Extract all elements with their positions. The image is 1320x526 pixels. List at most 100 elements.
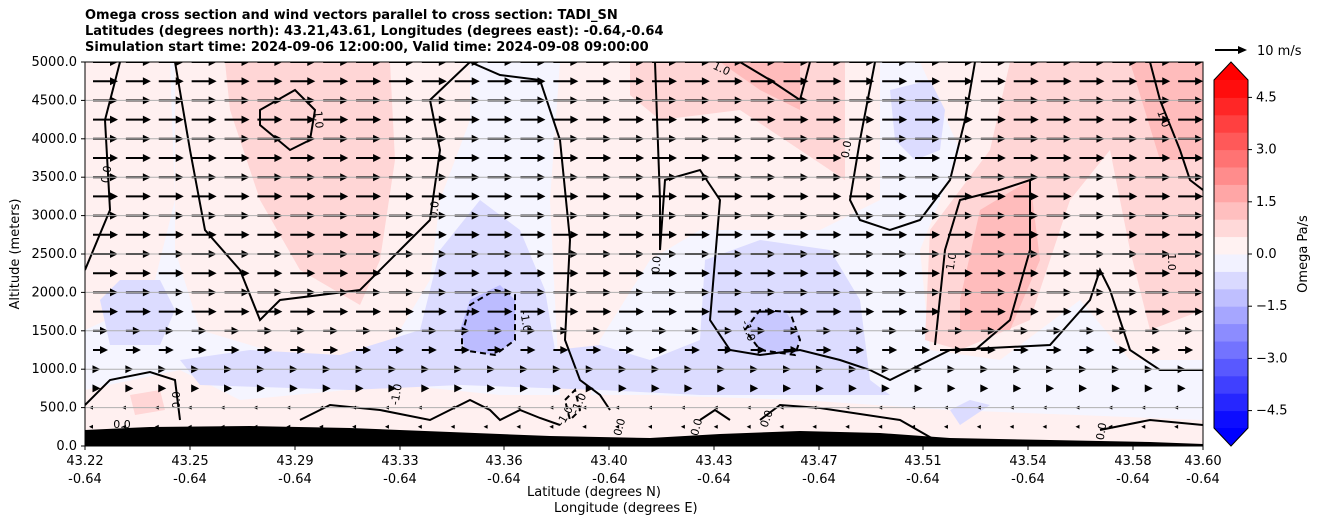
wind-vector — [849, 115, 875, 124]
wind-vector — [1144, 384, 1153, 393]
x-tick-label-lon: -0.64 — [1011, 472, 1045, 487]
wind-vector — [582, 424, 587, 429]
wind-vector — [224, 115, 250, 124]
wind-vector — [684, 307, 710, 316]
wind-vector — [947, 269, 973, 278]
wind-vector — [1112, 192, 1138, 201]
wind-vector — [1112, 77, 1138, 86]
wind-vector — [1013, 346, 1029, 354]
wind-vector — [93, 346, 108, 354]
wind-vector — [783, 115, 809, 124]
x-tick-label-lat: 43.29 — [276, 454, 313, 469]
wind-vector — [816, 346, 832, 354]
y-axis-label: Altitude (meters) — [8, 199, 23, 310]
wind-vector — [915, 346, 931, 354]
wind-vector — [384, 424, 389, 429]
x-tick-label-lat: 43.33 — [381, 454, 418, 469]
wind-vector — [947, 346, 963, 354]
wind-vector — [289, 384, 298, 393]
wind-vector — [619, 230, 645, 239]
wind-vector — [652, 346, 667, 354]
wind-vector — [191, 307, 217, 316]
wind-vector — [224, 269, 250, 278]
wind-vector — [717, 154, 743, 162]
wind-vector — [1013, 154, 1039, 162]
wind-vector — [290, 269, 316, 278]
wind-vector — [915, 62, 941, 66]
colorbar-segment — [1214, 288, 1248, 307]
wind-vector — [882, 269, 908, 278]
wind-vector — [812, 424, 817, 429]
wind-vector — [717, 230, 743, 239]
wind-vector — [158, 230, 184, 239]
wind-vector — [290, 192, 316, 201]
wind-vector — [1112, 154, 1138, 162]
wind-vector — [256, 384, 265, 393]
colorbar-tick-label: −4.5 — [1256, 404, 1288, 419]
wind-vector — [915, 307, 941, 316]
wind-vector — [191, 269, 217, 278]
wind-vector — [1013, 230, 1039, 239]
wind-vector — [849, 346, 865, 354]
wind-vector — [520, 115, 546, 124]
x-axis-label-latitude: Latitude (degrees N) — [527, 485, 661, 500]
wind-vector — [290, 230, 316, 239]
wind-vector — [454, 346, 470, 354]
wind-vector — [158, 154, 184, 162]
wind-vector — [158, 384, 167, 393]
wind-vector — [1046, 192, 1072, 201]
wind-vector — [388, 269, 414, 278]
wind-vector — [750, 77, 776, 86]
wind-vector — [356, 115, 382, 124]
wind-vector — [783, 307, 809, 316]
wind-vector — [783, 269, 809, 278]
wind-vector — [1178, 154, 1203, 162]
wind-vector — [388, 346, 404, 354]
wind-vector — [125, 346, 141, 354]
wind-vector — [586, 77, 612, 86]
colorbar: 4.5 3.0 1.5 0.0 −1.5 −3.0 −4.5 — [1213, 61, 1288, 447]
wind-vector — [323, 230, 349, 239]
wind-vector — [976, 424, 981, 429]
wind-vector — [648, 424, 652, 429]
wind-vector — [1042, 424, 1047, 429]
wind-vector — [684, 62, 710, 66]
wind-vector — [845, 424, 850, 429]
wind-vector — [713, 424, 718, 429]
wind-vector — [947, 192, 973, 201]
wind-vector — [454, 384, 463, 393]
wind-vector — [816, 230, 842, 239]
wind-vector — [487, 230, 513, 239]
wind-vector — [651, 384, 660, 393]
wind-vector — [323, 192, 349, 201]
wind-vector — [619, 154, 645, 162]
wind-vector — [652, 115, 677, 124]
wind-vector — [388, 384, 397, 393]
wind-vector — [323, 62, 349, 66]
wind-vector — [882, 192, 908, 201]
wind-vector — [125, 154, 151, 162]
wind-vector — [1112, 307, 1138, 316]
contour-label: 1.0 — [1165, 253, 1178, 271]
wind-vector — [1178, 77, 1203, 86]
wind-vector — [849, 269, 875, 278]
wind-vector — [911, 424, 916, 429]
wind-vector — [1145, 154, 1171, 162]
y-tick-label: 1000.0 — [32, 362, 78, 377]
colorbar-segment — [1214, 358, 1248, 377]
wind-vector — [356, 154, 382, 162]
wind-vector — [125, 230, 151, 239]
wind-vector — [125, 115, 151, 124]
wind-vector — [125, 269, 151, 278]
wind-vector — [750, 115, 776, 124]
wind-vector — [520, 77, 546, 86]
contour-label: 0.0 — [113, 418, 131, 431]
wind-vector — [1046, 307, 1072, 316]
wind-vector — [191, 62, 217, 66]
wind-vector — [257, 77, 283, 86]
wind-vector — [980, 346, 996, 354]
wind-vector — [943, 424, 948, 429]
wind-vector — [915, 115, 941, 124]
contour-label: 0.0 — [839, 140, 855, 159]
wind-vector — [1013, 307, 1039, 316]
